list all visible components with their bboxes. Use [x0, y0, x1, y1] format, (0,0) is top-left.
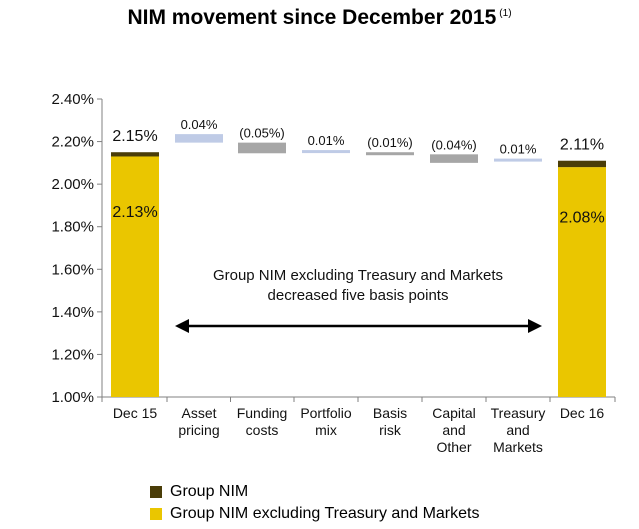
- data-label-group-nim: 2.11%: [560, 137, 604, 154]
- y-tick-label: 1.00%: [51, 389, 94, 406]
- data-label-step: (0.01%): [367, 135, 413, 150]
- bar-group-nim: [111, 152, 159, 157]
- y-tick-label: 1.20%: [51, 346, 94, 363]
- y-tick-label: 1.40%: [51, 304, 94, 321]
- y-tick-label: 1.80%: [51, 219, 94, 236]
- x-category-label: Basis: [373, 405, 407, 421]
- legend-item-group-nim: Group NIM: [150, 483, 248, 501]
- legend-label-excl-tm: Group NIM excluding Treasury and Markets: [170, 505, 480, 522]
- step-bar: [238, 142, 286, 154]
- x-category-label: Asset: [181, 405, 216, 421]
- x-category-label: Dec 16: [560, 405, 605, 421]
- step-bar: [366, 152, 414, 156]
- data-label-excl-tm: 2.08%: [559, 209, 604, 226]
- x-category-label: costs: [246, 422, 279, 438]
- chart-title: NIM movement since December 2015 (1): [0, 6, 639, 30]
- y-tick-label: 2.20%: [51, 134, 94, 151]
- data-label-step: (0.04%): [431, 137, 477, 152]
- annotation-line: decreased five basis points: [268, 287, 449, 304]
- y-tick-label: 2.40%: [51, 91, 94, 108]
- data-label-step: (0.05%): [239, 126, 285, 141]
- step-bar: [302, 150, 350, 154]
- bar-group-nim: [558, 160, 606, 168]
- x-category-label: Markets: [493, 439, 543, 455]
- bar-excl-tm: [558, 167, 606, 397]
- step-bar: [175, 134, 223, 143]
- data-label-excl-tm: 2.13%: [112, 204, 157, 221]
- x-category-label: risk: [379, 422, 402, 438]
- annotation-arrow-head-left: [175, 319, 189, 333]
- x-category-label: Other: [436, 439, 471, 455]
- x-category-label: pricing: [178, 422, 219, 438]
- legend-label-group-nim: Group NIM: [170, 483, 249, 500]
- y-tick-label: 2.00%: [51, 176, 94, 193]
- x-category-label: and: [442, 422, 465, 438]
- y-tick-label: 1.60%: [51, 261, 94, 278]
- data-label-group-nim: 2.15%: [112, 128, 157, 145]
- step-bar: [494, 158, 542, 162]
- chart-title-text: NIM movement since December 2015: [127, 6, 497, 29]
- x-category-label: and: [506, 422, 529, 438]
- x-category-label: Funding: [237, 405, 288, 421]
- x-category-label: Treasury: [491, 405, 546, 421]
- x-category-label: Capital: [432, 405, 476, 421]
- legend-item-excl-tm: Group NIM excluding Treasury and Markets: [150, 505, 479, 523]
- legend-swatch-group-nim: [150, 486, 162, 498]
- annotation-line: Group NIM excluding Treasury and Markets: [213, 267, 503, 284]
- legend-swatch-excl-tm: [150, 508, 162, 520]
- data-label-step: 0.04%: [181, 117, 218, 132]
- data-label-step: 0.01%: [308, 133, 345, 148]
- step-bar: [430, 154, 478, 163]
- title-footnote: (1): [499, 8, 512, 19]
- x-category-label: Dec 15: [113, 405, 158, 421]
- x-category-label: Portfolio: [300, 405, 352, 421]
- bar-excl-tm: [111, 156, 159, 397]
- data-label-step: 0.01%: [500, 142, 537, 157]
- annotation-arrow-head-right: [528, 319, 542, 333]
- x-category-label: mix: [315, 422, 337, 438]
